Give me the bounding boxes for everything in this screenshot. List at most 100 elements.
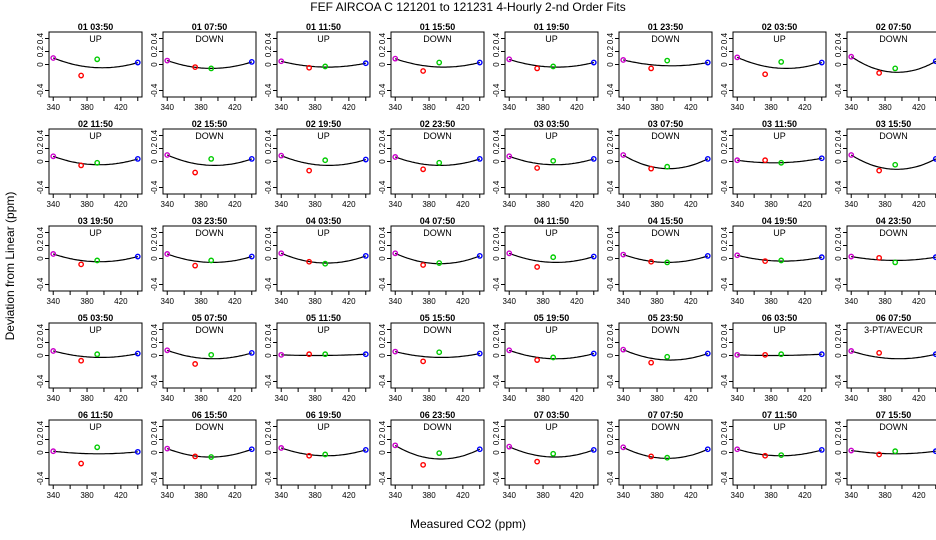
x-tick-label: 380 <box>878 297 892 306</box>
y-tick-label: 0.2 <box>606 433 615 445</box>
x-tick-label: 380 <box>650 297 664 306</box>
y-tick-label: 0.2 <box>492 239 501 251</box>
y-tick-label: -0.4 <box>606 83 615 97</box>
panel-title: 02 23:50 <box>420 119 456 129</box>
data-point <box>620 152 627 158</box>
y-tick-label: -0.4 <box>264 471 273 485</box>
y-tick-label: 0.2 <box>378 433 387 445</box>
x-tick-label: 340 <box>389 297 403 306</box>
data-point <box>208 155 215 162</box>
fit-curve <box>851 449 936 455</box>
data-point <box>818 254 825 261</box>
panel: 03 03:50 UP -0.4 0 0.20.4 340 380 420 <box>492 119 599 209</box>
y-tick-label: 0 <box>834 62 843 67</box>
y-tick-label: 0.2 <box>492 336 501 348</box>
data-point <box>534 458 541 465</box>
y-tick-label: -0.4 <box>150 180 159 194</box>
panel-mode-label: DOWN <box>195 131 224 141</box>
y-tick-label: -0.4 <box>378 471 387 485</box>
y-tick-label: 0 <box>378 62 387 67</box>
data-point <box>704 59 711 66</box>
data-point <box>420 166 427 173</box>
y-tick-label: 0 <box>150 450 159 455</box>
data-point <box>322 351 329 358</box>
y-tick-label: 0.2 <box>720 45 729 57</box>
fit-curve <box>395 351 480 358</box>
fit-curve <box>53 350 138 358</box>
y-tick-label: 0.4 <box>36 420 45 432</box>
panel-title: 07 07:50 <box>648 410 684 420</box>
x-tick-label: 340 <box>503 491 517 500</box>
panel-title: 05 15:50 <box>420 313 456 323</box>
panel-mode-label: DOWN <box>423 422 452 432</box>
x-tick-label: 380 <box>764 394 778 403</box>
data-point <box>506 153 513 160</box>
y-tick-label: 0.2 <box>378 142 387 154</box>
fit-curve <box>52 57 138 69</box>
data-point <box>762 157 769 164</box>
x-tick-label: 380 <box>764 297 778 306</box>
data-point <box>620 57 627 63</box>
x-tick-label: 420 <box>684 103 698 112</box>
y-tick-label: -0.4 <box>36 180 45 194</box>
panel: 07 07:50 DOWN -0.4 0 0.20.4 340 380 420 <box>606 410 713 500</box>
y-tick-label: 0 <box>834 256 843 261</box>
panel: 03 11:50 UP -0.4 0 0.20.4 340 380 420 <box>720 119 827 209</box>
x-tick-label: 340 <box>845 491 859 500</box>
data-point <box>94 351 101 358</box>
data-point <box>78 460 85 467</box>
y-tick-label: 0.2 <box>36 336 45 348</box>
x-tick-label: 340 <box>161 394 175 403</box>
panel-title: 03 07:50 <box>648 119 684 129</box>
panel-title: 06 11:50 <box>78 410 113 420</box>
y-tick-label: -0.4 <box>264 374 273 388</box>
y-tick-label: 0.4 <box>606 32 615 44</box>
data-point <box>50 251 57 257</box>
data-point <box>362 252 369 259</box>
x-tick-label: 340 <box>161 491 175 500</box>
y-tick-label: -0.4 <box>606 374 615 388</box>
data-point <box>164 57 171 64</box>
panel: 02 19:50 UP -0.4 0 0.20.4 340 380 420 <box>264 119 371 209</box>
x-tick-label: 420 <box>114 297 128 306</box>
y-tick-label: 0.2 <box>606 239 615 251</box>
data-point <box>892 65 899 72</box>
data-point <box>94 159 101 166</box>
y-tick-label: -0.4 <box>720 83 729 97</box>
data-point <box>818 351 825 358</box>
x-tick-label: 340 <box>161 200 175 209</box>
x-tick-label: 380 <box>80 394 94 403</box>
y-tick-label: 0.4 <box>264 226 273 238</box>
data-point <box>664 163 671 170</box>
x-tick-label: 340 <box>617 297 631 306</box>
data-point <box>590 350 597 357</box>
y-tick-label: 0.2 <box>264 433 273 445</box>
panel: 07 11:50 UP -0.4 0 0.20.4 340 380 420 <box>720 410 827 500</box>
panel-mode-label: UP <box>317 34 330 44</box>
x-tick-label: 380 <box>194 103 208 112</box>
y-tick-label: 0.2 <box>36 239 45 251</box>
x-tick-label: 340 <box>503 200 517 209</box>
data-point <box>50 55 57 61</box>
x-tick-label: 420 <box>456 297 470 306</box>
y-tick-label: 0 <box>834 353 843 358</box>
y-tick-label: 0.2 <box>492 433 501 445</box>
y-tick-label: 0 <box>150 353 159 358</box>
data-point <box>208 65 215 72</box>
data-point <box>664 57 671 64</box>
panel: 05 19:50 UP -0.4 0 0.20.4 340 380 420 <box>492 313 599 403</box>
y-tick-label: -0.4 <box>150 83 159 97</box>
x-tick-label: 340 <box>617 200 631 209</box>
data-point <box>734 252 741 259</box>
data-point <box>534 357 541 363</box>
y-tick-label: 0.4 <box>150 420 159 432</box>
data-point <box>278 152 285 159</box>
fit-curve <box>280 155 366 166</box>
y-tick-label: -0.4 <box>720 374 729 388</box>
panel-mode-label: UP <box>545 422 558 432</box>
y-tick-label: 0 <box>606 62 615 67</box>
y-tick-label: 0.4 <box>606 323 615 335</box>
fit-curve <box>850 56 936 73</box>
x-tick-label: 420 <box>228 394 242 403</box>
panel-mode-label: DOWN <box>423 228 452 238</box>
